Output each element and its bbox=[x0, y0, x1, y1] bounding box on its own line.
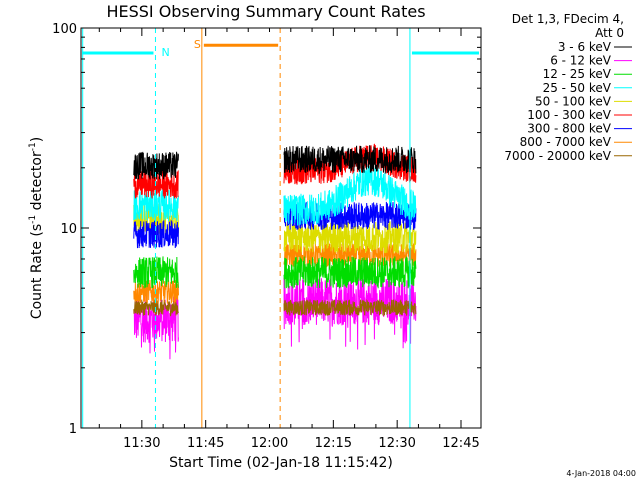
x-axis-label: Start Time (02-Jan-18 11:15:42) bbox=[169, 455, 393, 471]
y-tick-label: 100 bbox=[52, 22, 77, 37]
legend-label-8: 7000 - 20000 keV bbox=[504, 149, 611, 163]
chart-title: HESSI Observing Summary Count Rates bbox=[106, 2, 425, 21]
series-line-8 bbox=[133, 298, 417, 317]
flag-label-S: S bbox=[194, 38, 201, 51]
y-axis-label: Count Rate (s-1 detector-1) bbox=[28, 137, 45, 319]
flag-label-N: N bbox=[161, 46, 169, 59]
legend-label-2: 12 - 25 keV bbox=[543, 67, 612, 81]
series-line-0 bbox=[133, 144, 417, 180]
x-tick-label: 12:15 bbox=[315, 436, 352, 451]
plot-area: NS bbox=[82, 28, 482, 428]
legend-header-line2: Att 0 bbox=[595, 26, 624, 40]
series-line-6 bbox=[133, 201, 417, 249]
y-axis: 1 10 100 bbox=[52, 22, 481, 437]
series-line-3 bbox=[133, 164, 417, 226]
x-tick-label: 12:00 bbox=[251, 436, 288, 451]
y-axis-label-end: ) bbox=[29, 137, 45, 142]
legend-label-6: 300 - 800 keV bbox=[527, 122, 611, 136]
y-axis-label-sup1: -1 bbox=[28, 215, 38, 224]
y-tick-label: 10 bbox=[60, 222, 77, 237]
y-axis-label-main: Count Rate (s bbox=[29, 224, 45, 319]
x-tick-label: 12:45 bbox=[442, 436, 479, 451]
x-tick-label: 12:30 bbox=[378, 436, 415, 451]
legend-label-1: 6 - 12 keV bbox=[550, 54, 612, 68]
legend-label-0: 3 - 6 keV bbox=[558, 40, 612, 54]
x-tick-label: 11:45 bbox=[187, 436, 224, 451]
legend-header-line1: Det 1,3, FDecim 4, bbox=[512, 12, 624, 26]
timestamp: 4-Jan-2018 04:00 bbox=[566, 469, 636, 478]
y-tick-label: 1 bbox=[69, 422, 77, 437]
series-line-2 bbox=[133, 256, 417, 289]
x-axis: 11:30 11:45 12:00 12:15 12:30 12:45 bbox=[98, 28, 480, 451]
legend-label-3: 25 - 50 keV bbox=[543, 81, 612, 95]
legend-label-4: 50 - 100 keV bbox=[535, 94, 612, 108]
y-axis-label-sup2: -1 bbox=[28, 142, 38, 151]
legend-label-7: 800 - 7000 keV bbox=[520, 135, 612, 149]
legend-label-5: 100 - 300 keV bbox=[527, 108, 611, 122]
x-tick-label: 11:30 bbox=[123, 436, 160, 451]
y-axis-label-mid: detector bbox=[29, 151, 45, 215]
